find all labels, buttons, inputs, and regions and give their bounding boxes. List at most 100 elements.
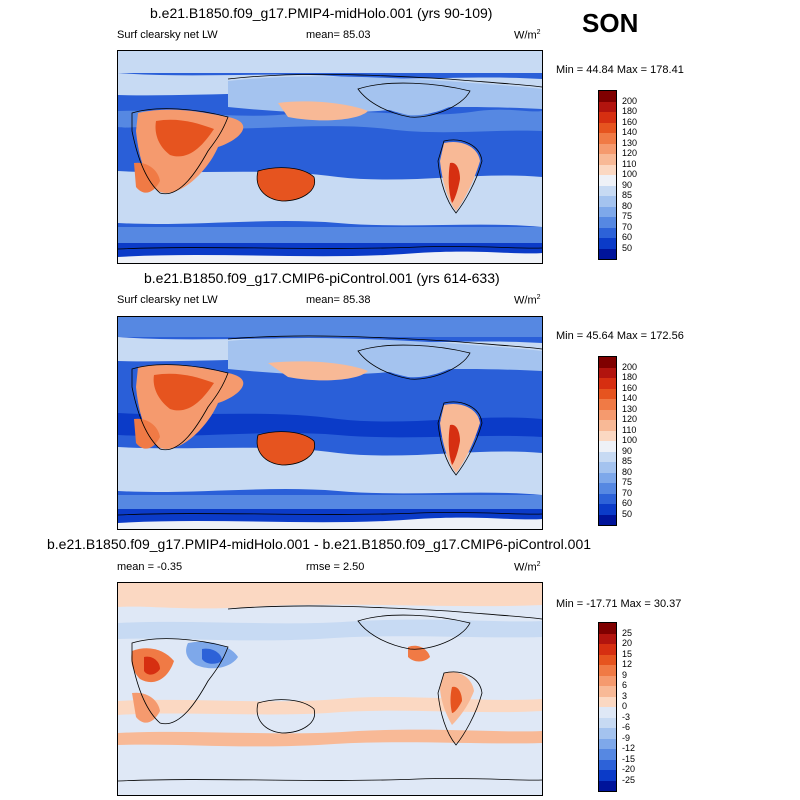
panel-1-colorbar: 200 180 160 140 130 120 110 100 90 85 80 75 70 60 50 [598,90,668,260]
colorbar-tick-label: 130 [622,403,638,414]
colorbar-segment [599,154,616,165]
colorbar-segment [599,206,616,217]
colorbar-tick-label: 160 [622,382,638,393]
colorbar-tick-label: -25 [622,774,636,785]
colorbar-segment [599,367,616,378]
colorbar-segment [599,749,616,760]
colorbar-segment [599,654,616,665]
panel-3-colorbar-scale [598,622,617,792]
colorbar-tick-label: -6 [622,722,631,732]
colorbar-segment [599,759,616,770]
colorbar-tick-label: 0 [622,701,628,711]
colorbar-segment [599,388,616,399]
colorbar-tick-label: 200 [622,361,638,372]
colorbar-segment [599,227,616,238]
season-label: SON [582,8,639,38]
colorbar-tick-label: 90 [622,445,633,456]
colorbar-segment [599,441,616,452]
colorbar-segment [599,738,616,749]
colorbar-tick-label: 100 [622,435,638,445]
panel-3-rmse: rmse = 2.50 [306,561,365,573]
colorbar-segment [599,483,616,494]
colorbar-segment [599,185,616,196]
colorbar-segment [599,665,616,676]
colorbar-segment [599,717,616,728]
colorbar-tick-label: 110 [622,158,637,169]
panel-3-map-field [118,583,542,795]
panel-2-variable-label: Surf clearsky net LW [117,294,218,306]
colorbar-tick-label: 3 [622,690,628,701]
panel-1-mean: mean= 85.03 [306,29,371,41]
colorbar-segment [599,707,616,718]
panel-1-units: W/m2 [514,29,541,42]
colorbar-segment [599,462,616,473]
panel-1-map [117,50,543,264]
panel-2-mean: mean= 85.38 [306,294,371,306]
colorbar-tick-label: 50 [622,242,633,253]
colorbar-tick-label: -15 [622,753,636,764]
panel-2-minmax: Min = 45.64 Max = 172.56 [556,330,684,342]
colorbar-tick-label: 75 [622,477,633,487]
colorbar-segment [599,504,616,515]
colorbar-segment [599,420,616,431]
colorbar-segment [599,217,616,228]
colorbar-tick-label: 130 [622,137,638,148]
colorbar-tick-label: 60 [622,498,633,508]
colorbar-tick-label: 60 [622,232,633,242]
panel-3-map [117,582,543,796]
colorbar-segment [599,770,616,781]
colorbar-tick-label: 80 [622,200,633,211]
colorbar-tick-label: 75 [622,211,633,221]
colorbar-segment [599,728,616,739]
panel-3-minmax: Min = -17.71 Max = 30.37 [556,598,682,610]
panel-1-variable-label: Surf clearsky net LW [117,29,218,41]
colorbar-segment [599,175,616,186]
colorbar-segment [599,248,616,259]
colorbar-tick-label: 20 [622,638,633,648]
panel-1-map-field [118,51,542,263]
colorbar-segment [599,430,616,441]
colorbar-segment [599,399,616,410]
colorbar-segment [599,633,616,644]
panel-2-colorbar: 200 180 160 140 130 120 110 100 90 85 80 75 70 60 50 [598,356,668,526]
colorbar-segment [599,696,616,707]
colorbar-tick-label: 9 [622,669,628,680]
colorbar-segment [599,472,616,483]
colorbar-tick-label: -9 [622,732,631,743]
colorbar-segment [599,133,616,144]
colorbar-segment [599,357,616,368]
panel-2-colorbar-scale [598,356,617,526]
colorbar-tick-label: 85 [622,190,633,200]
colorbar-tick-label: 180 [622,106,638,116]
colorbar-tick-label: 140 [622,127,638,137]
colorbar-segment [599,451,616,462]
panel-3-colorbar: 25 20 15 12 9 6 3 0 -3 -6 -9 -12 -15 -20 -25 [598,622,668,792]
colorbar-tick-label: 120 [622,148,638,158]
panel-2-title: b.e21.B1850.f09_g17.CMIP6-piControl.001 … [144,270,500,286]
colorbar-tick-label: 90 [622,179,633,190]
panel-3-mean: mean = -0.35 [117,561,183,573]
colorbar-segment [599,686,616,697]
panel-1-title: b.e21.B1850.f09_g17.PMIP4-midHolo.001 (y… [150,5,493,21]
colorbar-segment [599,238,616,249]
colorbar-tick-label: -12 [622,743,636,753]
colorbar-segment [599,122,616,133]
colorbar-segment [599,409,616,420]
colorbar-tick-label: 110 [622,424,637,435]
colorbar-tick-label: 85 [622,456,633,466]
colorbar-tick-label: 180 [622,372,638,382]
panel-2-map [117,316,543,530]
colorbar-segment [599,493,616,504]
colorbar-tick-label: 6 [622,680,628,690]
colorbar-tick-label: 70 [622,221,633,232]
colorbar-tick-label: 15 [622,648,633,659]
panel-2-map-field [118,317,542,529]
colorbar-tick-label: 200 [622,95,638,106]
colorbar-segment [599,675,616,686]
colorbar-segment [599,101,616,112]
colorbar-segment [599,780,616,791]
colorbar-tick-label: -3 [622,711,631,722]
colorbar-segment [599,164,616,175]
colorbar-segment [599,112,616,123]
colorbar-segment [599,91,616,102]
